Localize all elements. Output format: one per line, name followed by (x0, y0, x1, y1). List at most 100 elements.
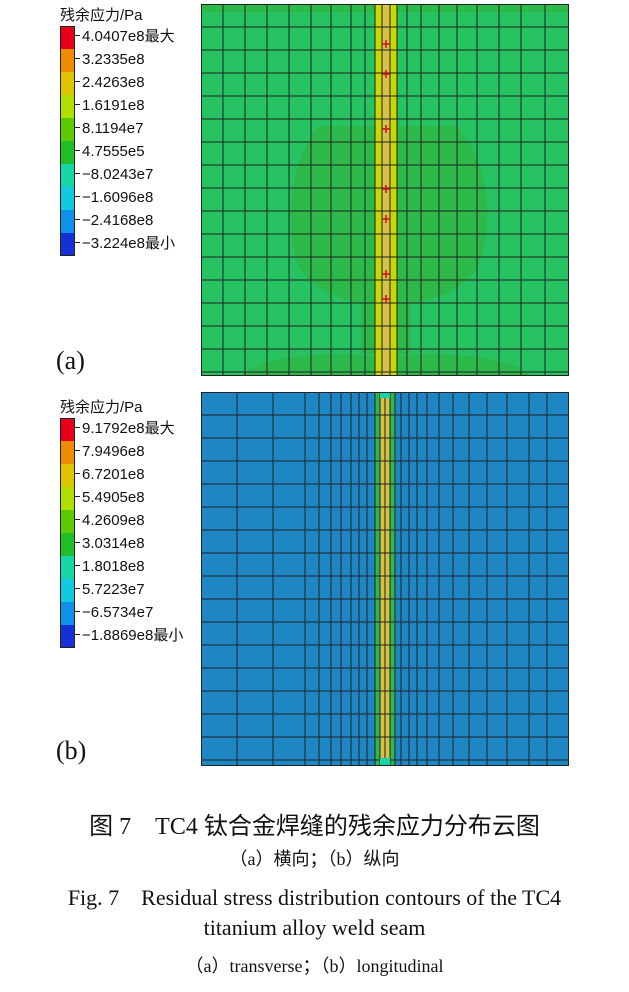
legend-swatch (60, 187, 74, 210)
legend-entry: 6.7201e8 (60, 464, 260, 487)
max-marker (382, 40, 390, 48)
legend-swatch (60, 418, 74, 441)
legend-label: 3.0314e8 (82, 535, 145, 552)
max-marker (382, 215, 390, 223)
weld-end-bottom (380, 758, 390, 766)
weld-end-top (380, 392, 390, 398)
legend-swatch (60, 233, 74, 256)
legend-swatch (60, 602, 74, 625)
legend-entry: 3.2335e8 (60, 49, 260, 72)
contour-plot-longitudinal (201, 392, 569, 766)
legend-entry: −8.0243e7 (60, 164, 260, 187)
legend-tick (74, 242, 80, 243)
panel-a: 残余应力/Pa 4.0407e8最大 3.2335e8 2.4263e8 1.6191… (0, 0, 629, 380)
contour-plot-transverse (201, 4, 569, 376)
legend-entry: 4.7555e5 (60, 141, 260, 164)
legend-swatch (60, 95, 74, 118)
legend-label: 7.9496e8 (82, 443, 145, 460)
legend-swatch (60, 510, 74, 533)
legend-entry: −1.6096e8 (60, 187, 260, 210)
legend-label: −3.224e8最小 (82, 235, 175, 252)
legend-swatch (60, 441, 74, 464)
legend-swatch (60, 210, 74, 233)
legend-tick (74, 104, 80, 105)
legend-label: 1.6191e8 (82, 97, 145, 114)
legend-tick (74, 219, 80, 220)
legend-title: 残余应力/Pa (60, 7, 143, 24)
legend-label: −6.5734e7 (82, 604, 154, 621)
legend-tick (74, 588, 80, 589)
legend-label: 2.4263e8 (82, 74, 145, 91)
max-marker (382, 185, 390, 193)
legend-tick (74, 450, 80, 451)
legend-swatch (60, 72, 74, 95)
legend-entry: 1.8018e8 (60, 556, 260, 579)
legend-entry: −3.224e8最小 (60, 233, 260, 256)
legend-tick (74, 634, 80, 635)
legend-tick (74, 196, 80, 197)
legend-tick (74, 473, 80, 474)
legend-entry: 3.0314e8 (60, 533, 260, 556)
legend-swatch (60, 141, 74, 164)
caption-en-sub: （a）transverse；（b）longitudinal (185, 956, 444, 976)
legend-label: 5.7223e7 (82, 581, 145, 598)
legend-label: 8.1194e7 (82, 120, 144, 137)
legend-tick (74, 427, 80, 428)
legend-swatch (60, 118, 74, 141)
max-marker (382, 125, 390, 133)
legend-tick (74, 150, 80, 151)
legend-label: 9.1792e8最大 (82, 420, 175, 437)
legend-tick (74, 173, 80, 174)
legend-label: 4.2609e8 (82, 512, 145, 529)
legend-tick (74, 542, 80, 543)
legend-entry: 8.1194e7 (60, 118, 260, 141)
legend-swatch (60, 164, 74, 187)
legend-entry: −2.4168e8 (60, 210, 260, 233)
legend-label: 4.0407e8最大 (82, 28, 175, 45)
panel-label-b: (b) (56, 736, 87, 765)
caption-en-title-2: titanium alloy weld seam (203, 915, 426, 940)
legend-swatch (60, 533, 74, 556)
plot-border (201, 392, 569, 766)
legend-label: 1.8018e8 (82, 558, 145, 575)
legend-tick (74, 58, 80, 59)
legend-label: 6.7201e8 (82, 466, 145, 483)
legend-entry: 4.0407e8最大 (60, 26, 260, 49)
caption-cn-sub: （a）横向；（b）纵向 (229, 849, 400, 869)
legend-tick (74, 496, 80, 497)
legend-swatch (60, 49, 74, 72)
legend-swatch (60, 579, 74, 602)
legend-entry: 9.1792e8最大 (60, 418, 260, 441)
legend-entry: −6.5734e7 (60, 602, 260, 625)
legend-swatch (60, 487, 74, 510)
legend-label: −2.4168e8 (82, 212, 154, 229)
legend-label: −1.8869e8最小 (82, 627, 184, 644)
legend-swatch (60, 464, 74, 487)
panel-b: 残余应力/Pa 9.1792e8最大 7.9496e8 6.7201e8 5.4905… (0, 390, 629, 770)
legend-entry: 5.7223e7 (60, 579, 260, 602)
legend-label: −8.0243e7 (82, 166, 154, 183)
plot-border (201, 4, 569, 376)
legend-tick (74, 519, 80, 520)
panel-label-a: (a) (56, 346, 85, 375)
legend-label: −1.6096e8 (82, 189, 154, 206)
max-marker (382, 270, 390, 278)
legend-entry: 7.9496e8 (60, 441, 260, 464)
caption-cn-title: 图 7 TC4 钛合金焊缝的残余应力分布云图 (89, 814, 540, 840)
legend-entry: 5.4905e8 (60, 487, 260, 510)
legend-label: 5.4905e8 (82, 489, 145, 506)
legend-swatch (60, 556, 74, 579)
legend-tick (74, 127, 80, 128)
legend-label: 3.2335e8 (82, 51, 145, 68)
legend-frame (60, 418, 75, 648)
legend-entry: 1.6191e8 (60, 95, 260, 118)
legend-label: 4.7555e5 (82, 143, 145, 160)
legend-frame (60, 26, 75, 256)
max-marker (382, 70, 390, 78)
caption-en-title-1: Fig. 7 Residual stress distribution cont… (67, 885, 562, 910)
legend-tick (74, 81, 80, 82)
legend-swatch (60, 625, 74, 648)
legend-title: 残余应力/Pa (60, 399, 143, 416)
legend-tick (74, 611, 80, 612)
legend-entry: 4.2609e8 (60, 510, 260, 533)
